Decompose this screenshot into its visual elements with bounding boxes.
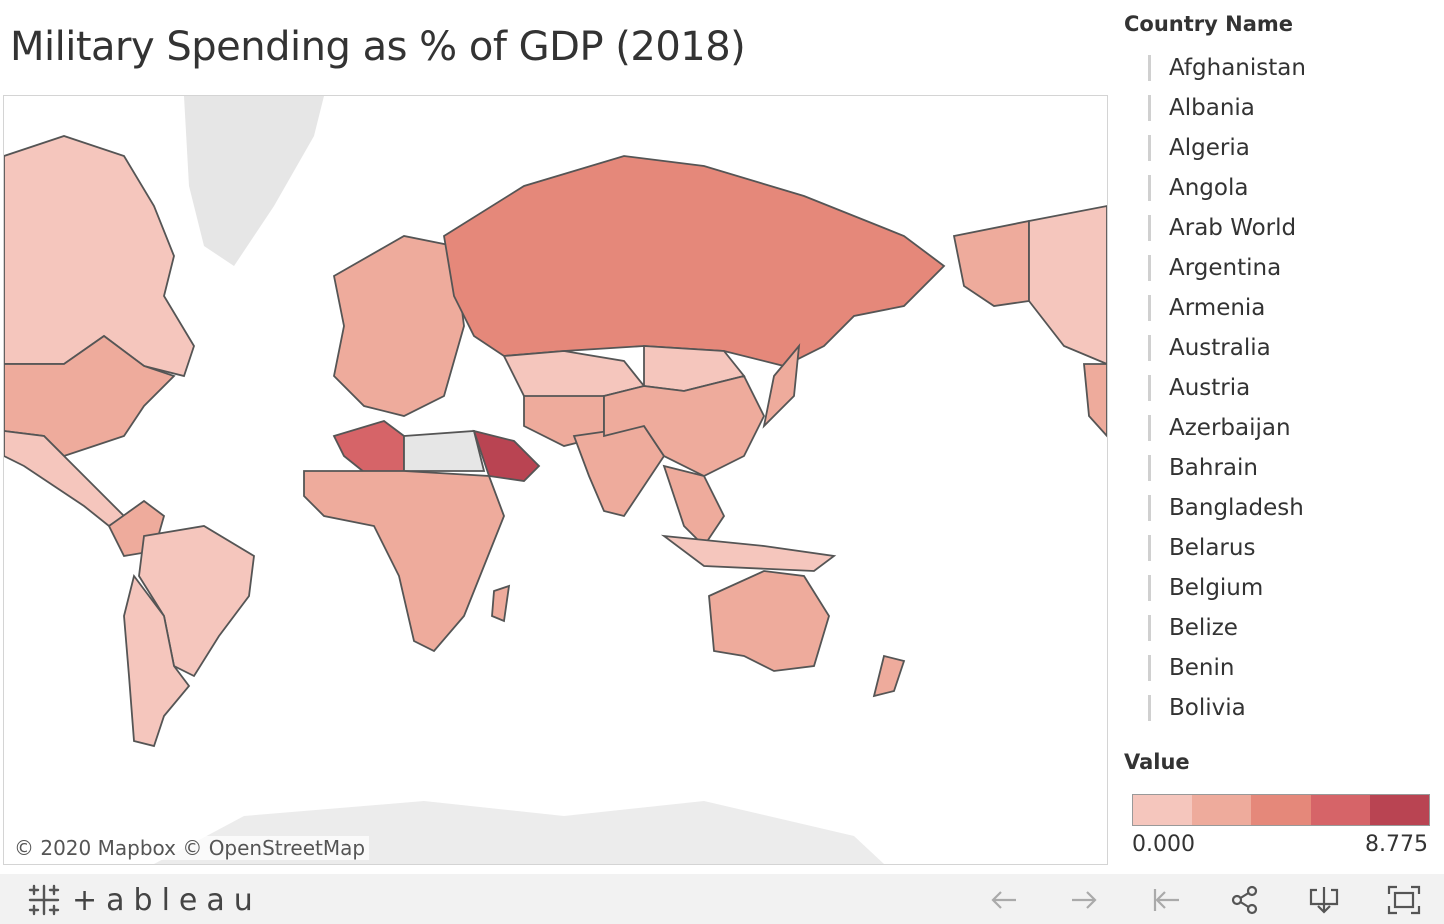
tableau-icon: [28, 884, 60, 916]
country-australia: [708, 570, 830, 672]
revert-icon: [1153, 889, 1179, 911]
country-africa: [303, 470, 505, 653]
country-legend-title: Country Name: [1124, 12, 1294, 36]
list-item[interactable]: Australia: [1148, 328, 1306, 368]
list-item[interactable]: Arab World: [1148, 208, 1306, 248]
scale-max-label: 8.775: [1365, 832, 1428, 857]
undo-button[interactable]: [986, 882, 1022, 918]
redo-button[interactable]: [1066, 882, 1102, 918]
toolbar: +ableau: [0, 874, 1444, 924]
list-item[interactable]: Benin: [1148, 648, 1306, 688]
list-item[interactable]: Angola: [1148, 168, 1306, 208]
page-title: Military Spending as % of GDP (2018): [10, 24, 746, 70]
value-legend-title: Value: [1124, 750, 1190, 774]
scale-step: [1192, 795, 1252, 825]
country-argentina: [123, 573, 191, 748]
country-new-zealand: [872, 654, 906, 698]
scale-step: [1310, 795, 1370, 825]
list-item[interactable]: Belarus: [1148, 528, 1306, 568]
country-saudi-arabia: [472, 429, 541, 482]
map-attribution[interactable]: © 2020 Mapbox © OpenStreetMap: [10, 836, 370, 860]
list-item[interactable]: Bolivia: [1148, 688, 1306, 728]
country-canada-east: [1028, 205, 1107, 365]
revert-button[interactable]: [1148, 882, 1184, 918]
scale-step: [1251, 795, 1311, 825]
country-usa-east: [1083, 363, 1107, 438]
share-icon: [1231, 885, 1258, 915]
color-scale: [1132, 794, 1430, 826]
country-europe: [332, 235, 465, 417]
list-item[interactable]: Argentina: [1148, 248, 1306, 288]
country-alaska: [952, 219, 1030, 307]
country-madagascar: [491, 584, 511, 623]
list-item[interactable]: Armenia: [1148, 288, 1306, 328]
redo-icon: [1072, 891, 1097, 909]
country-se-asia: [662, 464, 726, 548]
fullscreen-button[interactable]: [1386, 882, 1422, 918]
list-item[interactable]: Afghanistan: [1148, 48, 1306, 88]
country-list[interactable]: Afghanistan Albania Algeria Angola Arab …: [1148, 48, 1306, 728]
country-indonesia: [660, 534, 837, 572]
scale-step: [1133, 795, 1193, 825]
list-item[interactable]: Austria: [1148, 368, 1306, 408]
list-item[interactable]: Albania: [1148, 88, 1306, 128]
scale-min-label: 0.000: [1132, 832, 1195, 857]
list-item[interactable]: Bangladesh: [1148, 488, 1306, 528]
country-algeria: [332, 420, 405, 477]
country-libya-egypt: [403, 430, 486, 472]
country-japan: [762, 343, 801, 429]
scale-step: [1369, 795, 1430, 825]
choropleth-map[interactable]: © 2020 Mapbox © OpenStreetMap: [3, 95, 1108, 865]
logo-wordmark: +ableau: [72, 882, 262, 918]
list-item[interactable]: Algeria: [1148, 128, 1306, 168]
country-brazil: [138, 525, 255, 678]
country-china: [603, 374, 766, 478]
world-map-svg[interactable]: [4, 96, 1107, 864]
fullscreen-icon: [1387, 885, 1421, 915]
list-item[interactable]: Azerbaijan: [1148, 408, 1306, 448]
country-russia: [443, 155, 946, 367]
download-icon: [1309, 887, 1339, 914]
list-item[interactable]: Belgium: [1148, 568, 1306, 608]
share-button[interactable]: [1227, 882, 1263, 918]
undo-icon: [991, 891, 1016, 909]
tableau-logo[interactable]: +ableau: [26, 882, 262, 918]
country-india: [572, 425, 666, 518]
download-button[interactable]: [1306, 882, 1342, 918]
list-item[interactable]: Belize: [1148, 608, 1306, 648]
list-item[interactable]: Bahrain: [1148, 448, 1306, 488]
greenland: [184, 96, 324, 266]
